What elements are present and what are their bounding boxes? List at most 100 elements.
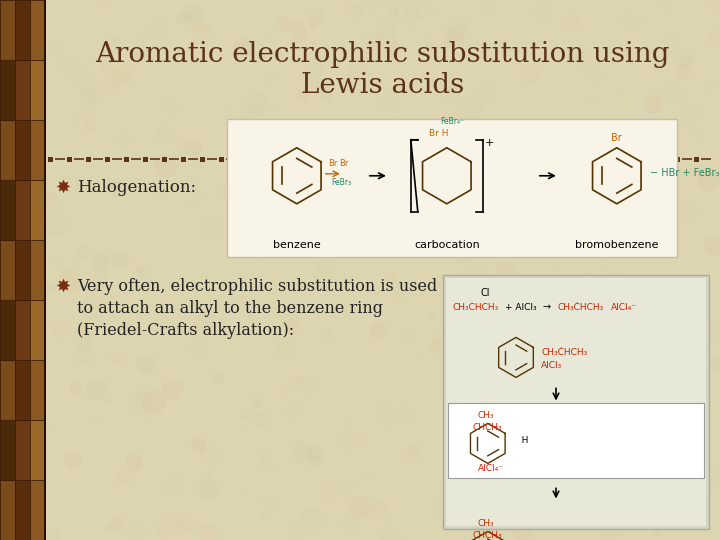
Bar [15,60,30,120]
Circle shape [496,441,518,464]
Bar [541,157,546,162]
Text: (Friedel-Crafts alkylation):: (Friedel-Crafts alkylation): [77,322,294,339]
Circle shape [64,451,82,469]
Circle shape [375,351,386,362]
Circle shape [684,414,691,421]
Circle shape [86,378,107,400]
Bar [276,157,281,162]
Circle shape [287,524,302,539]
Circle shape [83,361,103,381]
Bar [503,157,508,162]
Bar [408,157,413,162]
Bar [30,180,45,240]
Text: + AlCl₃: + AlCl₃ [505,303,536,312]
Circle shape [409,24,413,29]
Text: to attach an alkyl to the benzene ring: to attach an alkyl to the benzene ring [77,300,383,317]
Circle shape [338,458,357,477]
Circle shape [716,172,720,177]
Bar [104,157,109,162]
Circle shape [197,479,219,501]
Circle shape [43,457,62,475]
Bar [636,157,642,162]
Circle shape [263,495,280,512]
Circle shape [315,251,338,274]
Bar [15,240,30,300]
Text: Very often, electrophilic substitution is used: Very often, electrophilic substitution i… [77,278,437,295]
Circle shape [251,319,261,330]
Circle shape [274,437,283,446]
Bar [0,480,15,540]
Circle shape [48,193,55,200]
Circle shape [308,22,315,29]
Circle shape [299,137,318,155]
Circle shape [154,26,160,32]
Text: bromobenzene: bromobenzene [575,240,659,251]
Circle shape [153,146,171,165]
Bar [618,157,623,162]
Circle shape [251,397,262,408]
Circle shape [73,328,93,348]
Circle shape [156,125,174,144]
Circle shape [308,8,325,25]
Bar [124,157,128,162]
Text: CH₃ĊHCH₃: CH₃ĊHCH₃ [541,348,588,357]
Bar [30,60,45,120]
Circle shape [127,391,150,414]
Bar [466,157,470,162]
Circle shape [451,354,474,377]
Circle shape [70,382,81,394]
Circle shape [554,247,578,271]
Circle shape [132,48,146,62]
Bar [181,157,186,162]
Circle shape [251,108,263,120]
Bar [560,157,565,162]
Circle shape [653,377,676,401]
Circle shape [112,83,119,89]
Text: Aromatic electrophilic substitution using
Lewis acids: Aromatic electrophilic substitution usin… [95,41,670,99]
Circle shape [160,406,172,418]
Text: FeBr₄⁻: FeBr₄⁻ [440,117,464,126]
Bar [30,420,45,480]
Bar [428,157,433,162]
Bar [30,480,45,540]
Bar [15,420,30,480]
Bar [86,157,91,162]
Circle shape [428,312,436,320]
Circle shape [464,507,477,519]
Text: CH₃: CH₃ [478,519,495,528]
Bar [15,0,30,60]
Bar [0,300,15,360]
Bar [256,157,261,162]
Bar [30,360,45,420]
Circle shape [562,203,576,217]
Circle shape [128,354,135,360]
Circle shape [503,159,519,176]
Circle shape [495,488,517,510]
Text: FeBr₃: FeBr₃ [330,178,351,187]
Circle shape [563,465,572,474]
Bar [15,120,30,180]
Text: AlCl₃: AlCl₃ [541,361,562,370]
Text: Halogenation:: Halogenation: [77,179,196,196]
Circle shape [642,490,650,499]
Circle shape [395,146,407,157]
Text: H: H [513,436,528,445]
Bar [30,240,45,300]
Bar [161,157,166,162]
Bar [30,0,45,60]
Bar [675,157,680,162]
Circle shape [698,83,702,87]
Circle shape [192,438,207,453]
Circle shape [608,78,618,88]
Bar [30,300,45,360]
Text: benzene: benzene [273,240,320,251]
Circle shape [379,526,401,540]
Bar [294,157,300,162]
Bar [446,279,706,526]
Circle shape [67,209,76,219]
Circle shape [73,114,81,122]
Circle shape [704,236,720,256]
Bar [655,157,660,162]
Circle shape [591,151,614,174]
Bar [580,157,585,162]
